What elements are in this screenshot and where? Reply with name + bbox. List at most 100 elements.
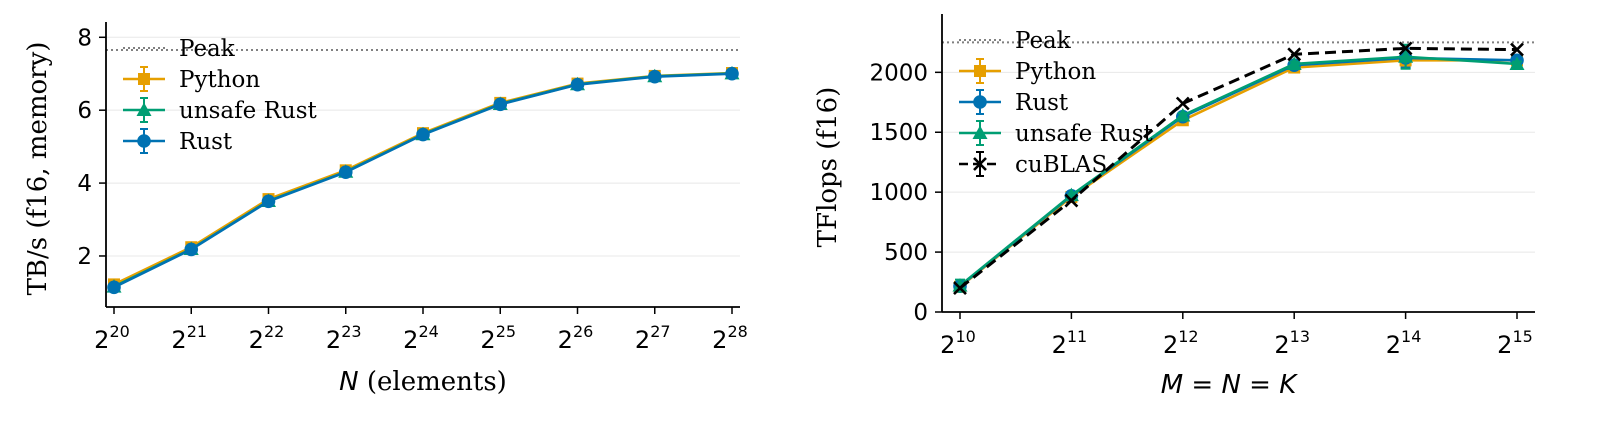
y-tick-label: 1500: [869, 120, 928, 146]
y-tick-label: 1000: [869, 180, 928, 206]
data-point: [1286, 56, 1302, 70]
x-tick-base: 2: [712, 326, 727, 354]
series-cublas: [953, 41, 1524, 295]
legend-item: cuBLAS: [959, 151, 1107, 178]
x-tick-exponent: 22: [264, 322, 284, 341]
data-point: [107, 280, 121, 295]
x-tick-base: 2: [1386, 331, 1401, 359]
x-tick-label: 221: [171, 322, 207, 354]
y-tick-label: 6: [77, 98, 92, 124]
data-point: [570, 77, 585, 92]
data-point: [953, 281, 967, 295]
x-tick-label: 213: [1274, 327, 1310, 359]
y-axis-title: TFlops (f16): [813, 87, 843, 248]
data-point: [1398, 49, 1414, 63]
x-tick-base: 2: [94, 326, 109, 354]
x-tick-exponent: 20: [109, 322, 129, 341]
x-tick-exponent: 27: [650, 322, 670, 341]
x-tick-label: 215: [1497, 327, 1533, 359]
x-axis-var: N: [339, 367, 358, 397]
x-tick-exponent: 24: [418, 322, 438, 341]
legend-item: Python: [959, 58, 1096, 85]
x-tick-base: 2: [1163, 331, 1178, 359]
series-line: [959, 55, 1518, 287]
x-tick-exponent: 10: [955, 327, 975, 346]
data-point-stroke-b: [953, 281, 967, 295]
x-tick-base: 2: [480, 326, 495, 354]
legend: Peak Python Rust unsafe Rust cuBLAS: [959, 28, 1154, 178]
legend-label: Python: [179, 67, 260, 93]
x-tick-label: 220: [94, 322, 130, 354]
x-tick-label: 228: [712, 322, 748, 354]
data-point: [338, 165, 353, 179]
data-point: [184, 242, 199, 257]
legend-label: unsafe Rust: [1015, 121, 1154, 147]
legend-item: Rust: [123, 128, 233, 155]
x-tick-label: 211: [1052, 327, 1088, 359]
x-tick-exponent: 23: [341, 322, 361, 341]
y-axis-title: TB/s (f16, memory): [23, 42, 53, 296]
data-point: [1509, 56, 1525, 70]
x-axis-title: N (elements): [339, 367, 507, 397]
y-tick-label: 500: [884, 240, 928, 266]
data-point: [952, 278, 968, 292]
series-line: [959, 46, 1518, 290]
legend-marker: [136, 102, 152, 116]
x-tick-label: 226: [558, 322, 594, 354]
data-point-stroke-b: [1064, 193, 1079, 208]
x-tick-exponent: 13: [1290, 327, 1310, 346]
legend-marker: [973, 95, 987, 109]
x-tick-base: 2: [635, 326, 650, 354]
x-axis-rest: (elements): [359, 367, 507, 397]
y-tick-label: 8: [77, 25, 92, 51]
legend-label: cuBLAS: [1015, 152, 1107, 178]
x-tick-base: 2: [1052, 331, 1067, 359]
legend-item: Rust: [959, 89, 1069, 116]
x-tick-exponent: 11: [1067, 327, 1087, 346]
y-tick-label: 2000: [869, 60, 928, 86]
data-point: [1510, 42, 1524, 57]
y-tick-label: 0: [913, 300, 928, 326]
x-tick-exponent: 25: [496, 322, 516, 341]
data-point: [1064, 193, 1079, 208]
series-rust: [107, 66, 739, 295]
legend-marker: [138, 73, 150, 85]
x-tick-label: 223: [326, 322, 362, 354]
x-tick-base: 2: [171, 326, 186, 354]
x-tick-base: 2: [1274, 331, 1289, 359]
legend-marker: [972, 125, 988, 139]
x-tick-base: 2: [326, 326, 341, 354]
data-point: [647, 69, 662, 84]
x-tick-label: 210: [940, 327, 976, 359]
legend-marker: [137, 134, 151, 148]
data-point: [416, 127, 430, 142]
data-point-stroke-b: [1175, 96, 1190, 111]
data-point: [1175, 107, 1191, 122]
x-tick-base: 2: [558, 326, 573, 354]
x-tick-label: 214: [1386, 327, 1422, 359]
x-tick-exponent: 15: [1512, 327, 1532, 346]
legend-label: Rust: [179, 129, 233, 155]
data-point-stroke-b: [1398, 41, 1413, 56]
x-tick-label: 224: [403, 322, 439, 354]
x-tick-exponent: 26: [573, 322, 593, 341]
x-tick-base: 2: [403, 326, 418, 354]
x-tick-label: 212: [1163, 327, 1199, 359]
x-axis-title: M = N = K: [1161, 370, 1299, 400]
legend-item: Python: [123, 66, 260, 93]
x-tick-label: 222: [249, 322, 285, 354]
x-tick-exponent: 12: [1178, 327, 1198, 346]
x-tick-exponent: 28: [727, 322, 747, 341]
data-point: [1398, 41, 1413, 56]
legend-label: unsafe Rust: [179, 98, 318, 124]
legend-item: Peak: [123, 36, 236, 62]
legend-marker-stroke-b: [973, 157, 987, 171]
x-tick-base: 2: [1497, 331, 1512, 359]
legend-marker: [973, 157, 987, 171]
x-tick-base: 2: [249, 326, 264, 354]
y-tick-label: 2: [77, 244, 92, 270]
legend: Peak Python unsafe Rust Rust: [123, 36, 318, 155]
